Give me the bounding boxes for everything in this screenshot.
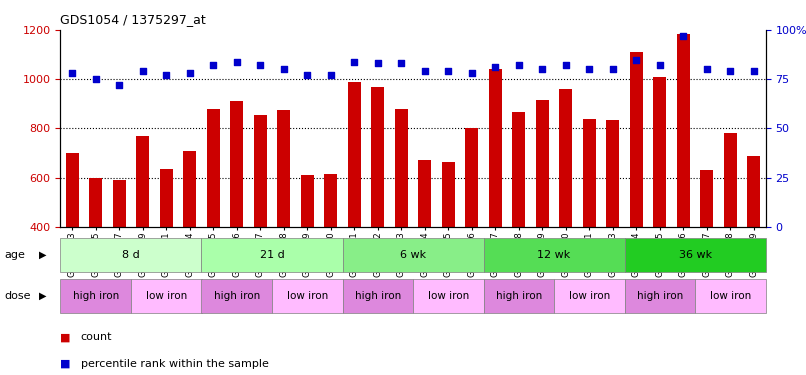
Point (513, 62, 526, 68)
Bar (484, 279, 554, 313)
Bar (513, 112, 526, 325)
Text: GDS1054 / 1375297_at: GDS1054 / 1375297_at (60, 13, 206, 26)
Bar (254, 115, 267, 325)
Bar (60, 279, 131, 313)
Text: high iron: high iron (214, 291, 260, 301)
Point (207, 62, 220, 68)
Bar (202, 238, 343, 272)
Point (654, 62, 667, 68)
Text: age: age (4, 250, 25, 260)
Bar (630, 52, 643, 325)
Bar (231, 101, 243, 325)
Bar (418, 160, 431, 325)
Point (724, 68, 737, 74)
Text: percentile rank within the sample: percentile rank within the sample (81, 359, 268, 369)
Point (89, 76, 102, 82)
Text: ■: ■ (60, 359, 71, 369)
Point (418, 68, 431, 74)
Text: high iron: high iron (496, 291, 542, 301)
Bar (747, 156, 760, 325)
Text: ▶: ▶ (39, 291, 46, 301)
Text: low iron: low iron (428, 291, 469, 301)
Bar (606, 120, 619, 325)
Bar (113, 180, 126, 325)
Point (136, 68, 149, 74)
Point (372, 60, 384, 66)
Point (700, 66, 713, 72)
Bar (395, 109, 408, 325)
Point (583, 66, 596, 72)
Bar (484, 238, 625, 272)
Point (559, 62, 572, 68)
Point (536, 66, 549, 72)
Bar (131, 279, 202, 313)
Point (254, 62, 267, 68)
Bar (343, 279, 413, 313)
Bar (700, 170, 713, 325)
Bar (136, 136, 149, 325)
Text: high iron: high iron (73, 291, 118, 301)
Bar (654, 77, 667, 325)
Bar (724, 134, 737, 325)
Bar (66, 153, 79, 325)
Point (747, 68, 760, 74)
Text: high iron: high iron (637, 291, 683, 301)
Bar (89, 178, 102, 325)
Bar (442, 162, 455, 325)
Point (113, 82, 126, 88)
Bar (559, 89, 572, 325)
Bar (272, 279, 343, 313)
Bar (60, 238, 201, 272)
Point (677, 33, 690, 39)
Text: 36 wk: 36 wk (679, 250, 712, 260)
Text: 21 d: 21 d (260, 250, 285, 260)
Text: 12 wk: 12 wk (538, 250, 571, 260)
Bar (277, 110, 290, 325)
Text: low iron: low iron (287, 291, 328, 301)
Bar (413, 279, 484, 313)
Point (160, 72, 172, 78)
Text: high iron: high iron (355, 291, 401, 301)
Bar (625, 279, 695, 313)
Point (395, 60, 408, 66)
Text: 6 wk: 6 wk (400, 250, 426, 260)
Bar (348, 82, 361, 325)
Text: 8 d: 8 d (122, 250, 140, 260)
Text: low iron: low iron (710, 291, 751, 301)
Text: dose: dose (4, 291, 31, 301)
Bar (625, 238, 766, 272)
Bar (536, 100, 549, 325)
Bar (489, 69, 502, 325)
Point (324, 72, 337, 78)
Bar (160, 169, 172, 325)
Bar (343, 238, 484, 272)
Bar (583, 118, 596, 325)
Text: ■: ■ (60, 333, 71, 342)
Text: ▶: ▶ (39, 250, 46, 260)
Bar (677, 34, 690, 325)
Point (489, 64, 502, 70)
Point (465, 70, 478, 76)
Text: low iron: low iron (569, 291, 610, 301)
Point (630, 57, 643, 63)
Text: low iron: low iron (146, 291, 187, 301)
Bar (202, 279, 272, 313)
Point (277, 66, 290, 72)
Bar (183, 151, 196, 325)
Bar (301, 175, 314, 325)
Bar (465, 128, 478, 325)
Point (606, 66, 619, 72)
Text: count: count (81, 333, 112, 342)
Bar (554, 279, 625, 313)
Point (231, 58, 243, 64)
Point (183, 70, 196, 76)
Point (442, 68, 455, 74)
Point (66, 70, 79, 76)
Bar (324, 174, 337, 325)
Bar (695, 279, 766, 313)
Point (348, 58, 361, 64)
Bar (372, 87, 384, 325)
Point (301, 72, 314, 78)
Bar (207, 109, 220, 325)
